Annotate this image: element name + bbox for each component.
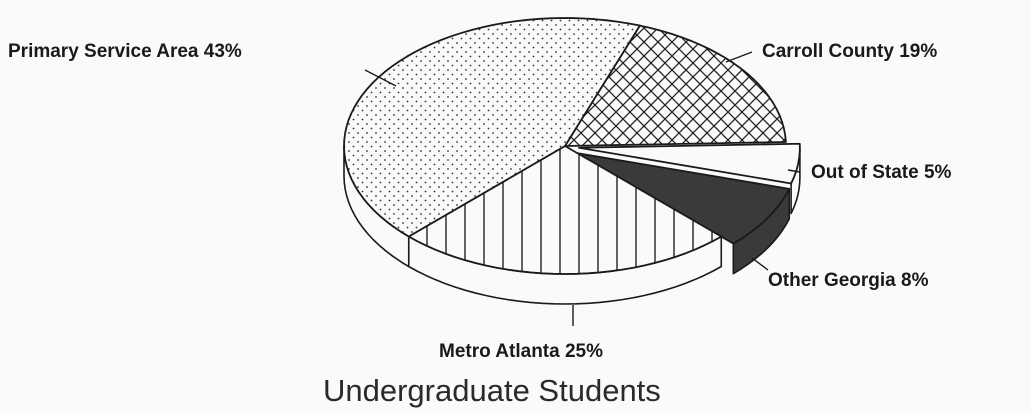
slice-out-of-state: [577, 142, 801, 185]
slice-carroll-county: [564, 24, 787, 147]
label-group: Primary Service Area 43% Carroll County …: [8, 41, 952, 408]
leader-carroll-county: [725, 51, 753, 63]
label-other-georgia: Other Georgia 8%: [768, 270, 929, 291]
slice-metro-atlanta: [407, 145, 723, 275]
label-out-of-state: Out of State 5%: [811, 162, 952, 183]
pie-group: [343, 17, 801, 326]
leader-out-of-state: [787, 169, 801, 173]
label-carroll-county: Carroll County 19%: [762, 41, 937, 62]
chart-title: Undergraduate Students: [323, 373, 661, 408]
label-primary-service-area: Primary Service Area 43%: [8, 41, 242, 62]
leader-primary-service-area: [364, 69, 397, 87]
leader-other-georgia: [751, 257, 769, 271]
label-metro-atlanta: Metro Atlanta 25%: [439, 341, 603, 362]
slice-other-georgia: [576, 152, 791, 245]
